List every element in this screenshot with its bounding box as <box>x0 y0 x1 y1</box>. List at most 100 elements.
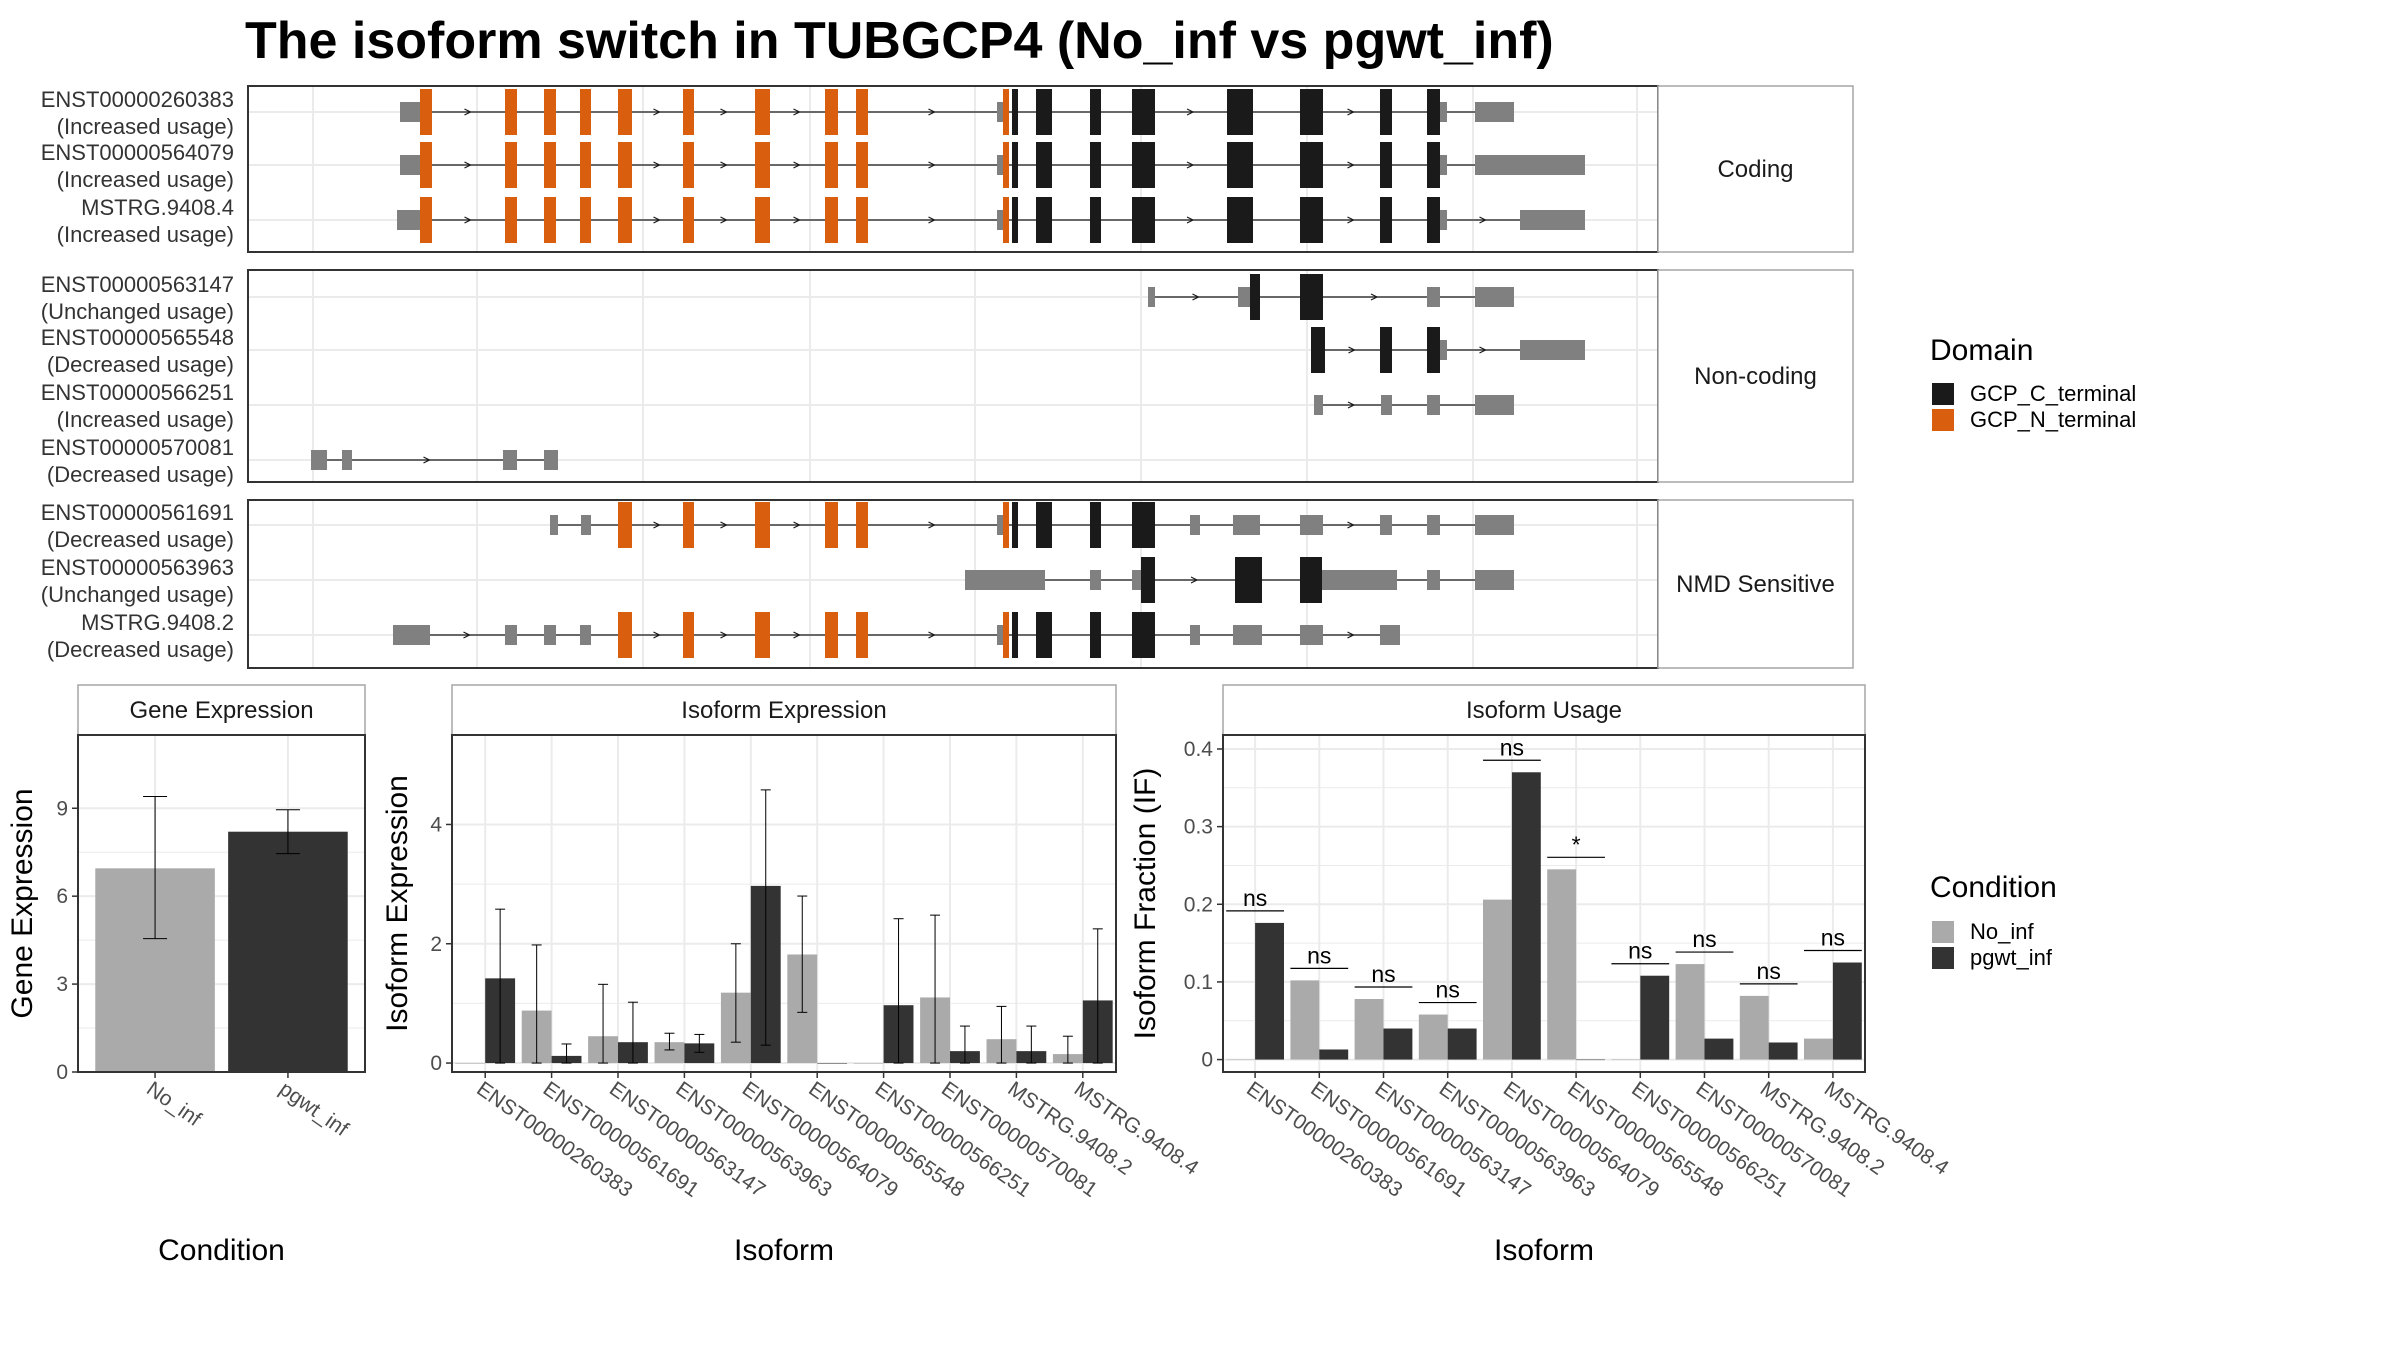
panel-strip-label: Gene Expression <box>129 697 313 724</box>
condition-legend-label: No_inf <box>1970 919 2034 944</box>
gcp-n-terminal-exon <box>505 197 517 243</box>
gcp-c-terminal-exon <box>1380 142 1392 188</box>
domain-legend-swatch <box>1932 409 1954 431</box>
y-tick-label: 4 <box>430 813 442 836</box>
bar-no-inf <box>1547 869 1577 1060</box>
utr-exon <box>505 625 517 645</box>
gcp-c-terminal-exon <box>1132 612 1155 658</box>
y-tick-label: 0 <box>430 1052 442 1075</box>
gcp-n-terminal-exon <box>856 502 868 548</box>
facet-label: Non-coding <box>1694 363 1817 390</box>
utr-exon <box>1300 515 1323 535</box>
y-tick-label: 6 <box>56 885 68 908</box>
utr-exon <box>1322 570 1335 590</box>
utr-exon <box>581 515 591 535</box>
utr-exon <box>1190 625 1200 645</box>
intron-arrow <box>1347 108 1355 116</box>
gcp-c-terminal-exon <box>1012 612 1018 658</box>
gcp-c-terminal-exon <box>1427 327 1440 373</box>
gcp-n-terminal-exon <box>1003 612 1009 658</box>
intron-arrow <box>653 108 661 116</box>
y-tick-label: 0.1 <box>1184 971 1213 994</box>
gcp-n-terminal-exon <box>544 89 556 135</box>
transcript-usage-label: (Increased usage) <box>57 167 234 192</box>
intron-arrow <box>653 216 661 224</box>
intron-arrow <box>463 631 471 639</box>
gcp-c-terminal-exon <box>1036 612 1052 658</box>
gcp-c-terminal-exon <box>1036 142 1052 188</box>
intron-arrow <box>793 216 801 224</box>
panel-strip-label: Isoform Expression <box>681 697 886 724</box>
bar-pgwt-inf <box>1511 772 1541 1060</box>
domain-legend-swatch <box>1932 383 1954 405</box>
bar-no-inf <box>1290 980 1320 1060</box>
bar-no-inf <box>455 1063 486 1064</box>
transcript-usage-label: (Unchanged usage) <box>41 582 234 607</box>
intron-arrow <box>720 161 728 169</box>
gcp-n-terminal-exon <box>1003 89 1009 135</box>
x-tick-label: No_inf <box>142 1077 205 1131</box>
transcript-usage-label: (Increased usage) <box>57 222 234 247</box>
gcp-n-terminal-exon <box>420 197 432 243</box>
bar-pgwt-inf <box>1255 922 1284 1060</box>
x-axis-title: Isoform <box>1494 1234 1594 1267</box>
utr-exon <box>1475 570 1514 590</box>
utr-exon <box>550 515 558 535</box>
significance-label: ns <box>1500 734 1524 760</box>
utr-exon <box>997 515 1003 535</box>
gcp-c-terminal-exon <box>1427 197 1440 243</box>
gcp-n-terminal-exon <box>683 89 694 135</box>
bar-no-inf <box>1354 999 1384 1060</box>
gcp-n-terminal-exon <box>755 502 770 548</box>
gcp-c-terminal-exon <box>1132 197 1155 243</box>
bar-pgwt-inf <box>1447 1028 1477 1060</box>
intron-arrow <box>793 631 801 639</box>
utr-exon <box>1520 210 1585 230</box>
intron-arrow <box>928 216 936 224</box>
intron-arrow <box>720 108 728 116</box>
bar-no-inf <box>1675 964 1705 1060</box>
intron-arrow <box>1186 216 1195 224</box>
transcript-id-label: MSTRG.9408.4 <box>81 195 234 220</box>
y-tick-label: 3 <box>56 973 68 996</box>
utr-exon <box>997 625 1003 645</box>
isoform-expression-panel: Isoform Expression024ENST00000260383ENST… <box>381 684 1203 1267</box>
gcp-c-terminal-exon <box>1300 274 1323 320</box>
x-axis-title: Isoform <box>734 1234 834 1267</box>
utr-exon <box>1475 102 1514 122</box>
bar-no-inf <box>1611 1059 1641 1061</box>
utr-exon <box>1190 515 1200 535</box>
significance-label: ns <box>1628 938 1652 964</box>
gcp-c-terminal-exon <box>1380 327 1392 373</box>
panel-strip-label: Isoform Usage <box>1466 697 1622 724</box>
intron-arrow <box>1190 576 1199 584</box>
panel-strip <box>77 684 366 736</box>
intron-arrow <box>653 631 661 639</box>
gcp-n-terminal-exon <box>755 197 770 243</box>
gcp-n-terminal-exon <box>505 89 517 135</box>
gcp-c-terminal-exon <box>1090 612 1101 658</box>
panel-border <box>77 734 366 1073</box>
bar-no-inf <box>654 1042 685 1064</box>
gcp-c-terminal-exon <box>1012 502 1018 548</box>
significance-label: ns <box>1692 926 1716 952</box>
condition-legend-label: pgwt_inf <box>1970 945 2053 970</box>
y-tick-label: 0 <box>1201 1049 1213 1072</box>
gcp-n-terminal-exon <box>683 197 694 243</box>
utr-exon <box>1233 625 1262 645</box>
intron-arrow <box>928 108 936 116</box>
intron-arrow <box>464 161 472 169</box>
transcript-id-label: ENST00000564079 <box>41 140 234 165</box>
intron-arrow <box>1370 293 1379 301</box>
gcp-n-terminal-exon <box>825 612 838 658</box>
gcp-c-terminal-exon <box>1427 142 1440 188</box>
y-tick-label: 9 <box>56 797 68 820</box>
gcp-c-terminal-exon <box>1300 557 1322 603</box>
utr-exon <box>1427 395 1440 415</box>
gcp-n-terminal-exon <box>618 612 632 658</box>
facet-label: NMD Sensitive <box>1676 571 1835 598</box>
gcp-n-terminal-exon <box>825 142 838 188</box>
utr-exon <box>1440 340 1447 360</box>
gcp-n-terminal-exon <box>856 197 868 243</box>
